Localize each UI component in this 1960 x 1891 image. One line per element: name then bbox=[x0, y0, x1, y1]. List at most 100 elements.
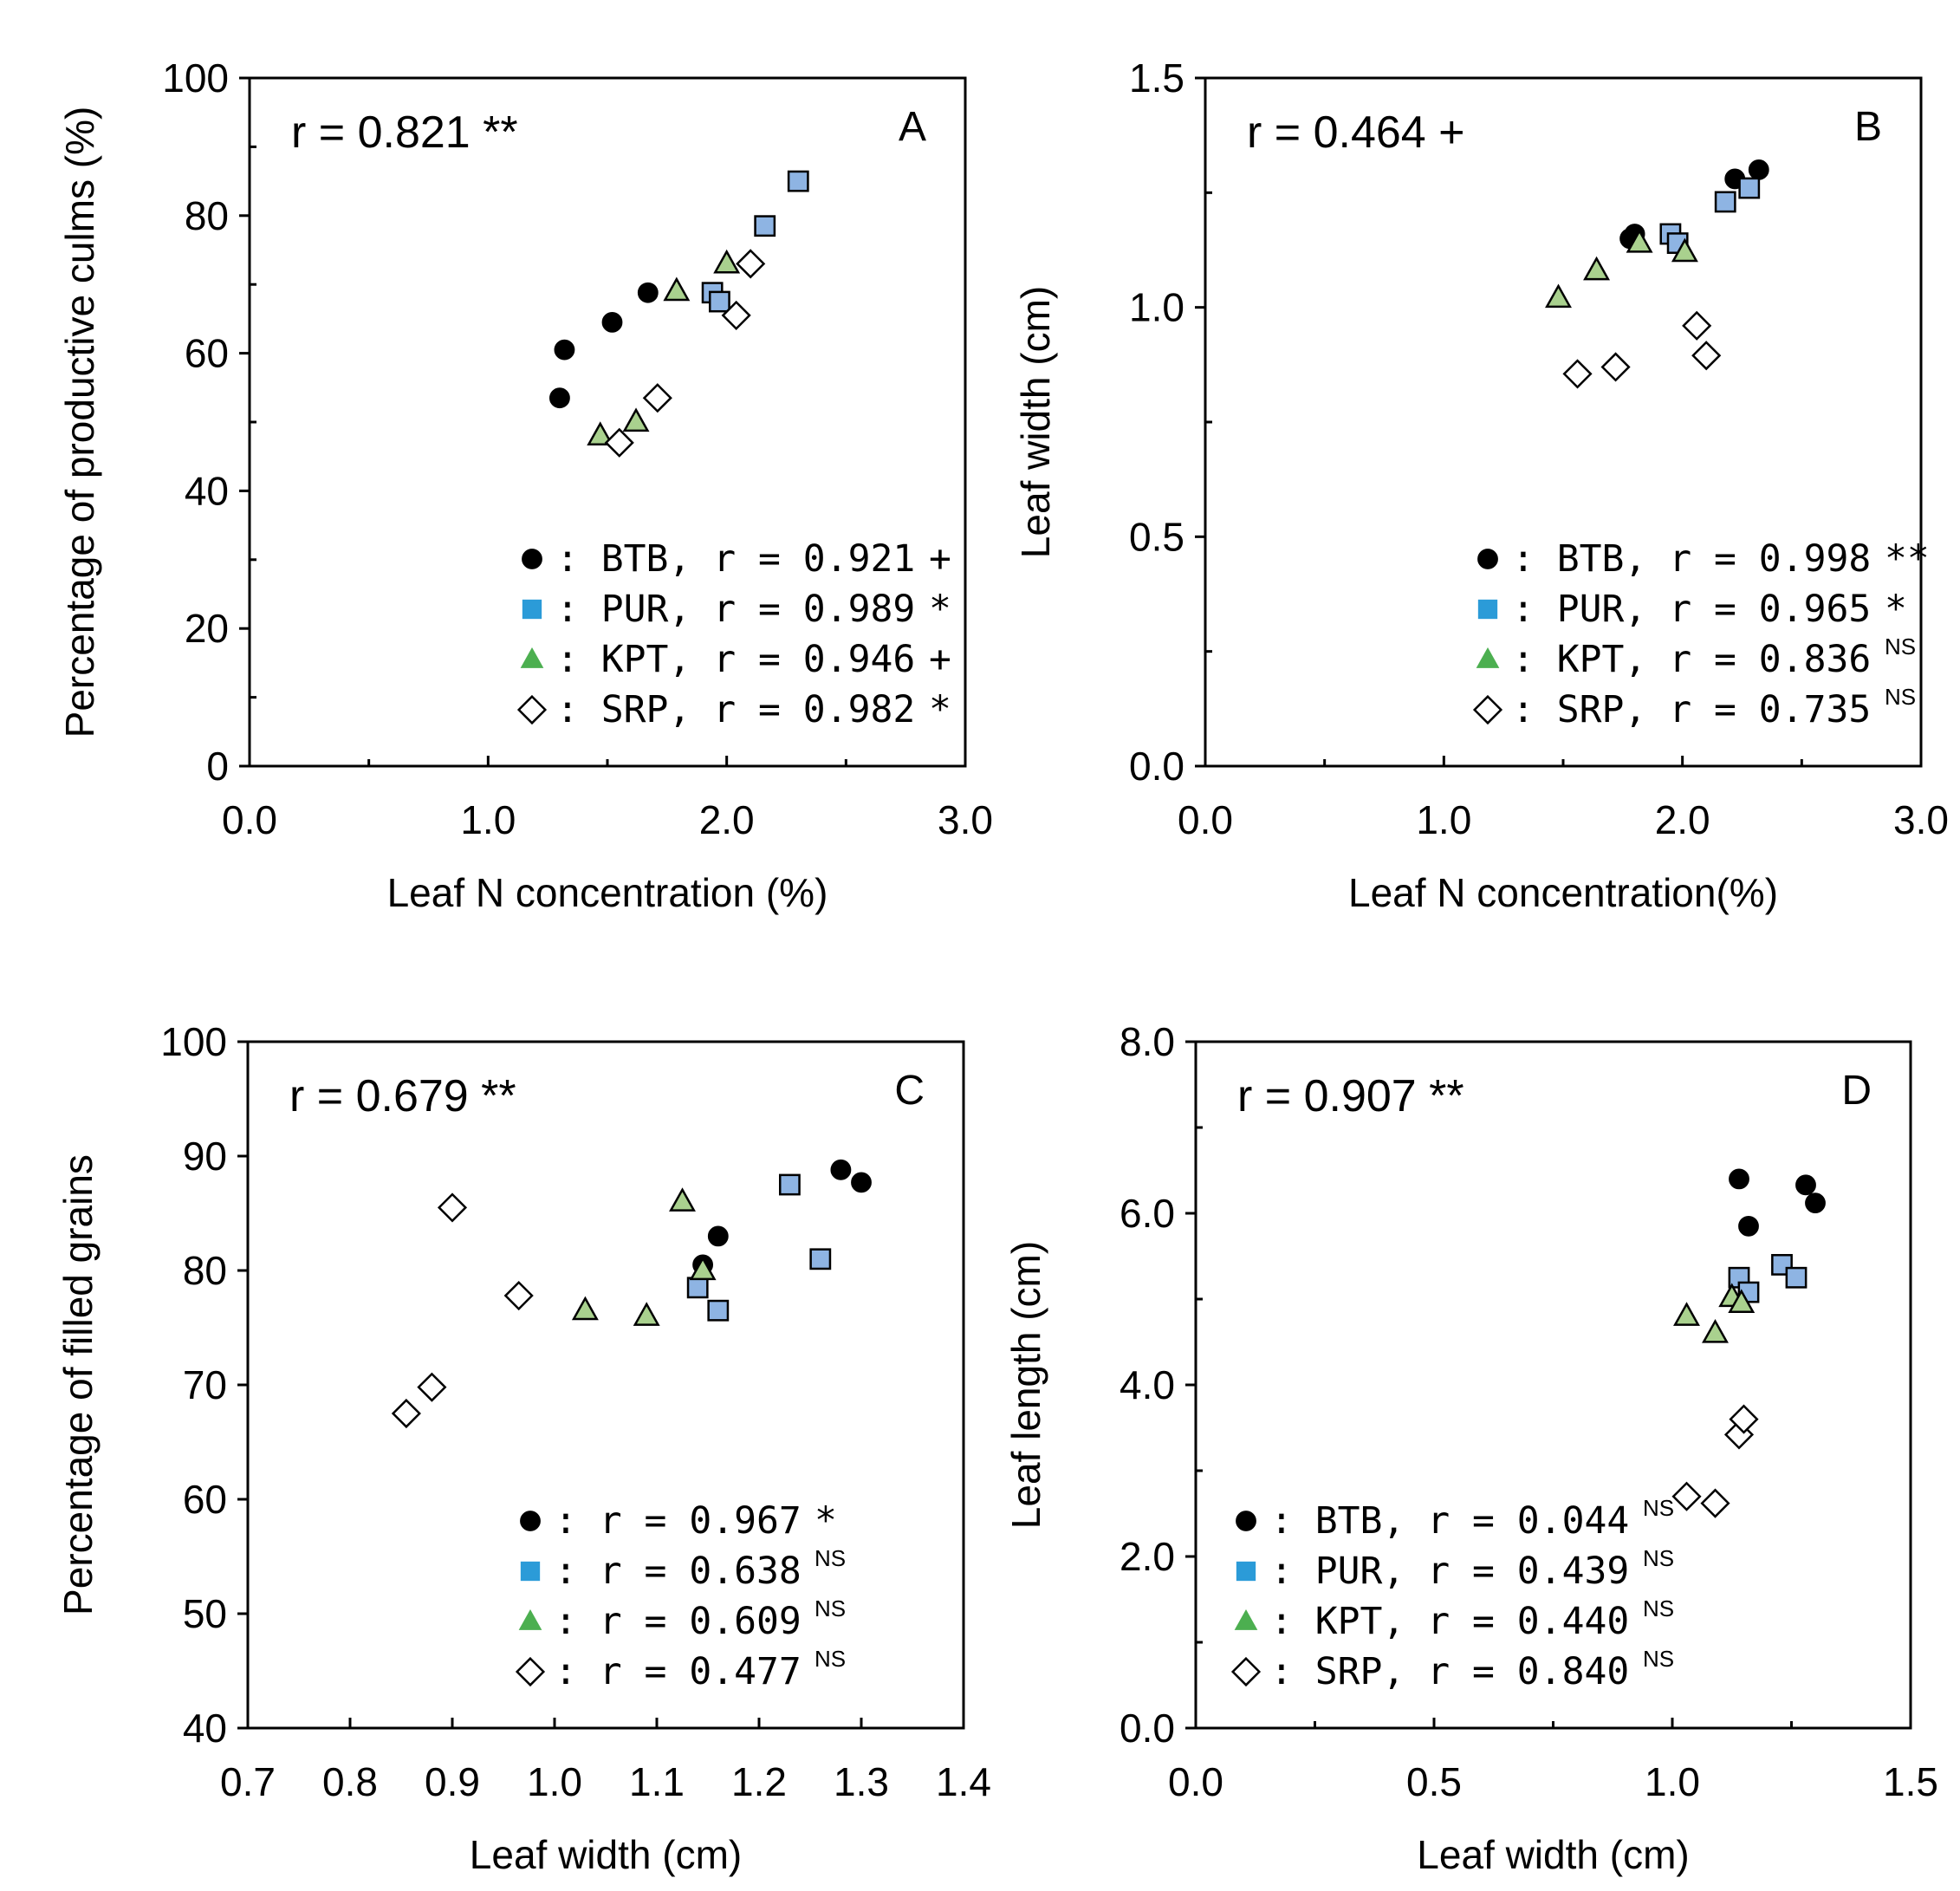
legend-marker-diamond bbox=[515, 1656, 546, 1687]
legend-colon: : bbox=[556, 588, 601, 631]
y-tick-label: 2.0 bbox=[1120, 1534, 1175, 1579]
legend-series-name: PUR bbox=[601, 588, 669, 631]
legend-colon: : bbox=[555, 1499, 600, 1543]
overall-correlation: r = 0.679 ** bbox=[289, 1071, 516, 1121]
legend-series-name: SRP bbox=[601, 688, 669, 731]
data-point-circle bbox=[851, 1172, 872, 1193]
legend-marker-square bbox=[522, 599, 542, 620]
x-tick-label: 1.1 bbox=[629, 1759, 685, 1804]
data-point-square bbox=[686, 1277, 709, 1299]
data-point-triangle bbox=[1626, 228, 1653, 253]
legend-label: : r = 0.609 bbox=[555, 1600, 802, 1643]
legend-entry: : KPT, r = 0.946 + bbox=[520, 638, 951, 681]
legend-label: : BTB, r = 0.921 bbox=[556, 537, 915, 581]
data-point-diamond bbox=[417, 1372, 447, 1402]
data-point-circle bbox=[549, 387, 570, 409]
legend-r-value: r = 0.998 bbox=[1669, 537, 1871, 581]
y-tick-label: 60 bbox=[185, 331, 229, 376]
data-point-square bbox=[778, 1173, 801, 1196]
x-tick-label: 1.3 bbox=[834, 1759, 889, 1804]
x-tick-label: 0.8 bbox=[322, 1759, 378, 1804]
x-tick-label: 3.0 bbox=[1893, 797, 1949, 842]
legend-significance: * bbox=[815, 1499, 837, 1543]
data-point-triangle bbox=[633, 1302, 660, 1326]
legend-r-value: r = 0.946 bbox=[713, 638, 915, 681]
legend-entry: : PUR, r = 0.439 NS bbox=[1236, 1545, 1674, 1593]
legend-significance: ** bbox=[1885, 537, 1930, 581]
legend-entry: : SRP, r = 0.735 NS bbox=[1472, 684, 1916, 731]
legend-label: : PUR, r = 0.989 bbox=[556, 588, 915, 631]
data-point-square bbox=[754, 215, 776, 237]
legend-entry: : r = 0.967 * bbox=[520, 1499, 837, 1543]
chart-panel-b: 0.0 1.0 2.0 3.0 0.0 0.5 1.0 1.5 Leaf N concentra… bbox=[1013, 55, 1949, 915]
legend-significance: NS bbox=[1885, 634, 1916, 660]
data-point-diamond bbox=[503, 1280, 534, 1311]
legend-series-name: BTB bbox=[1557, 537, 1625, 581]
legend-significance: * bbox=[929, 688, 951, 731]
legend-significance: NS bbox=[1643, 1646, 1674, 1672]
legend-entry: : PUR, r = 0.965 * bbox=[1477, 588, 1907, 631]
legend-r-value: r = 0.989 bbox=[713, 588, 915, 631]
legend-significance: * bbox=[1885, 588, 1907, 631]
data-point-circle bbox=[830, 1159, 852, 1180]
data-point-diamond bbox=[1682, 310, 1712, 341]
data-point-diamond bbox=[604, 427, 634, 458]
legend-entry: : r = 0.638 NS bbox=[520, 1545, 846, 1593]
y-axis-title: Percentage of productive culms (%) bbox=[57, 107, 102, 738]
legend-label: : BTB, r = 0.998 bbox=[1512, 537, 1871, 581]
legend-r-value: r = 0.609 bbox=[600, 1600, 802, 1643]
data-point-square bbox=[787, 170, 809, 192]
y-tick-label: 80 bbox=[185, 193, 229, 238]
legend-entry: : SRP, r = 0.840 NS bbox=[1230, 1646, 1674, 1693]
overall-correlation: r = 0.464 + bbox=[1247, 107, 1465, 158]
legend-marker-diamond bbox=[516, 694, 548, 725]
x-tick-label: 2.0 bbox=[1655, 797, 1710, 842]
legend-r-value: r = 0.836 bbox=[1669, 638, 1871, 681]
x-tick-label: 0.0 bbox=[1168, 1759, 1223, 1804]
y-axis-title: Leaf length (cm) bbox=[1003, 1241, 1048, 1529]
legend-colon: : bbox=[1512, 537, 1557, 581]
x-tick-label: 1.5 bbox=[1883, 1759, 1938, 1804]
y-tick-label: 8.0 bbox=[1120, 1019, 1175, 1064]
legend-colon: : bbox=[1270, 1550, 1315, 1593]
legend-label: : BTB, r = 0.044 bbox=[1270, 1499, 1629, 1543]
legend-colon: : bbox=[555, 1550, 600, 1593]
legend-r-value: r = 0.638 bbox=[600, 1550, 802, 1593]
legend-comma: , bbox=[668, 537, 713, 581]
legend-label: : KPT, r = 0.946 bbox=[556, 638, 915, 681]
x-tick-label: 1.0 bbox=[460, 797, 516, 842]
legend-entry: : KPT, r = 0.836 NS bbox=[1476, 634, 1916, 681]
legend-colon: : bbox=[556, 638, 601, 681]
legend-series-name: KPT bbox=[601, 638, 669, 681]
legend-entry: : SRP, r = 0.982 * bbox=[516, 688, 951, 731]
legend-marker-circle bbox=[1477, 549, 1498, 569]
data-point-circle bbox=[601, 311, 623, 333]
legend-marker-triangle bbox=[1234, 1608, 1258, 1630]
data-point-diamond bbox=[721, 300, 751, 330]
data-point-triangle bbox=[713, 249, 741, 274]
legend-label: : PUR, r = 0.439 bbox=[1270, 1550, 1629, 1593]
x-axis-title: Leaf width (cm) bbox=[1417, 1832, 1689, 1877]
legend-colon: : bbox=[556, 537, 601, 581]
legend-label: : KPT, r = 0.836 bbox=[1512, 638, 1871, 681]
data-point-circle bbox=[707, 1225, 729, 1247]
legend-colon: : bbox=[1512, 688, 1557, 731]
x-tick-label: 0.7 bbox=[220, 1759, 276, 1804]
chart-panel-c: 0.7 0.8 0.9 1.0 1.1 1.2 1.3 1.4 40 50 60 70 80 90 100 L… bbox=[55, 1019, 991, 1877]
legend-comma: , bbox=[1624, 688, 1669, 731]
y-tick-label: 40 bbox=[185, 468, 229, 513]
legend-significance: NS bbox=[1643, 1545, 1674, 1571]
x-tick-label: 0.9 bbox=[425, 1759, 480, 1804]
chart-panel-a: 0.0 1.0 2.0 3.0 0 20 40 60 80 100 Leaf N concentra… bbox=[57, 55, 993, 915]
y-tick-label: 40 bbox=[183, 1706, 227, 1751]
data-point-circle bbox=[637, 282, 659, 303]
legend-r-value: r = 0.044 bbox=[1427, 1499, 1629, 1543]
data-point-triangle bbox=[1728, 1289, 1756, 1314]
legend-series-name: PUR bbox=[1557, 588, 1625, 631]
legend-colon: : bbox=[1512, 638, 1557, 681]
x-axis-title: Leaf N concentration(%) bbox=[1348, 870, 1778, 915]
legend-r-value: r = 0.921 bbox=[713, 537, 915, 581]
legend-marker-triangle bbox=[1476, 647, 1500, 668]
legend-series-name: KPT bbox=[1557, 638, 1625, 681]
